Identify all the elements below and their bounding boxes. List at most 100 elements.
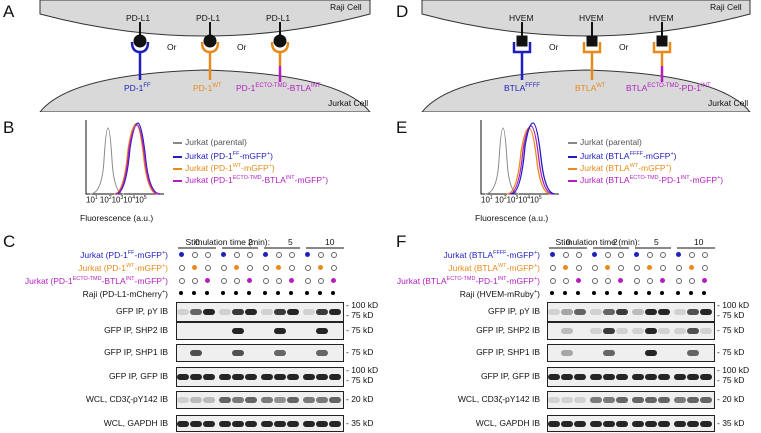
blot-band	[316, 328, 328, 334]
blot-band	[303, 420, 315, 427]
blot-band	[658, 309, 670, 315]
raji-lane-dot	[221, 291, 225, 295]
blot-band	[700, 309, 712, 315]
lane-dot	[263, 278, 269, 284]
blot-band	[177, 420, 189, 427]
blot-band	[700, 397, 712, 403]
time-2: 2	[613, 237, 618, 247]
legend-item: Jurkat (parental)	[568, 137, 642, 148]
lane-dot	[702, 252, 708, 258]
x-axis-label: Fluorescence (a.u.)	[475, 213, 549, 223]
raji-lane-dot	[192, 291, 196, 295]
blot-band	[603, 420, 615, 427]
blot-band	[561, 420, 573, 427]
lane-dot	[305, 252, 310, 257]
lane-dot	[702, 278, 707, 283]
molecular-weight-marker: - 20 kD	[717, 394, 745, 404]
stimulation-time-label: Stimulation time (min):	[185, 237, 270, 247]
lane-dot	[689, 278, 695, 284]
lane-dot	[192, 278, 198, 284]
blot-band	[700, 420, 712, 427]
blot-band	[316, 309, 328, 315]
ligand-label: HVEM	[509, 13, 534, 23]
schematic-d-drawing	[420, 0, 752, 113]
blot-band	[687, 374, 699, 380]
blot-band	[232, 397, 244, 403]
molecular-weight-marker: - 75 kD	[346, 375, 374, 385]
lane-dot	[179, 278, 185, 284]
blot-band	[303, 309, 315, 315]
lane-dot	[305, 278, 311, 284]
lane-dot	[550, 278, 556, 284]
lane-dot	[179, 265, 185, 271]
lane-dot	[647, 265, 652, 270]
lane-dot	[221, 278, 227, 284]
blot-band	[700, 374, 712, 380]
blot-band	[603, 328, 615, 334]
raji-cell-label: Raji Cell	[710, 2, 742, 12]
lane-dot	[234, 252, 240, 258]
blot-band	[645, 328, 657, 334]
receptor-label: PD-1FF	[124, 82, 151, 93]
schematic-a: Raji Cell Jurkat Cell PD-L1 PD-L1 PD-L1 …	[30, 0, 380, 113]
raji-lane-dot	[576, 291, 580, 295]
lane-dot	[576, 265, 582, 271]
hvem-ligand	[516, 22, 668, 47]
molecular-weight-marker: - 100 kD	[346, 300, 379, 310]
legend-item: Jurkat (BTLAWT-mGFP+)	[568, 161, 672, 174]
btla-wt-receptor	[582, 42, 602, 80]
lane-dot	[331, 278, 336, 283]
molecular-weight-marker: - 75 kD	[717, 325, 745, 335]
lane-dot	[563, 252, 569, 258]
lane-dot	[192, 252, 198, 258]
lane-dot	[221, 252, 226, 257]
blot-band	[232, 350, 244, 356]
blot-band	[674, 420, 686, 427]
panel-label-a: A	[3, 2, 15, 21]
blot-row-label: WCL, CD3ζ-pY142 IB	[457, 394, 540, 404]
blot-band	[658, 328, 670, 334]
lane-dot	[276, 278, 282, 284]
lane-dot	[592, 278, 598, 284]
blot-band	[645, 309, 657, 315]
blot-band	[219, 420, 231, 427]
blot-band	[632, 328, 644, 334]
blot-band	[574, 309, 586, 315]
flow-histogram-e: 101 102103104105	[479, 120, 561, 205]
legend-item: Jurkat (BTLAFFFF-mGFP+)	[568, 149, 677, 162]
or-label: Or	[549, 42, 559, 52]
panel-label-d: D	[396, 2, 409, 21]
blot-band	[219, 397, 231, 403]
raji-lane-dot	[676, 291, 680, 295]
time-underlines	[549, 247, 715, 249]
blot-band	[616, 374, 628, 380]
blot-band	[274, 328, 286, 334]
receptor-label: BTLAECTO-TMD-PD-1INT	[626, 82, 711, 93]
blot-band	[203, 309, 215, 315]
lane-dot	[660, 265, 666, 271]
blot-band	[261, 309, 273, 315]
blot-strip	[176, 391, 344, 409]
lane-dot	[221, 265, 227, 271]
lane-dot	[234, 265, 239, 270]
lane-dot	[305, 265, 311, 271]
blot-band	[700, 328, 712, 334]
blot-row-label: GFP IP, pY IB	[116, 306, 168, 316]
blot-row-label: GFP IP, GFP IB	[480, 371, 540, 381]
panel-label-c: C	[3, 232, 16, 251]
blot-band	[561, 397, 573, 403]
legend-item: Jurkat (BTLAECTO-TMD-PD-1INT-mGFP+)	[568, 173, 723, 186]
pd-1-ff-receptor	[130, 41, 150, 80]
ligand-label: HVEM	[649, 13, 674, 23]
blot-band	[590, 420, 602, 427]
molecular-weight-marker: - 100 kD	[717, 365, 750, 375]
lane-dot	[605, 252, 611, 258]
blot-row-label: GFP IP, GFP IB	[108, 371, 168, 381]
blot-band	[603, 374, 615, 380]
blot-band	[632, 374, 644, 380]
condition-label: Jurkat (BTLAWT-mGFP+)	[448, 263, 540, 273]
blot-strip	[547, 302, 715, 322]
lane-dots-c	[175, 252, 355, 302]
or-label: Or	[237, 42, 247, 52]
blot-band	[687, 420, 699, 427]
